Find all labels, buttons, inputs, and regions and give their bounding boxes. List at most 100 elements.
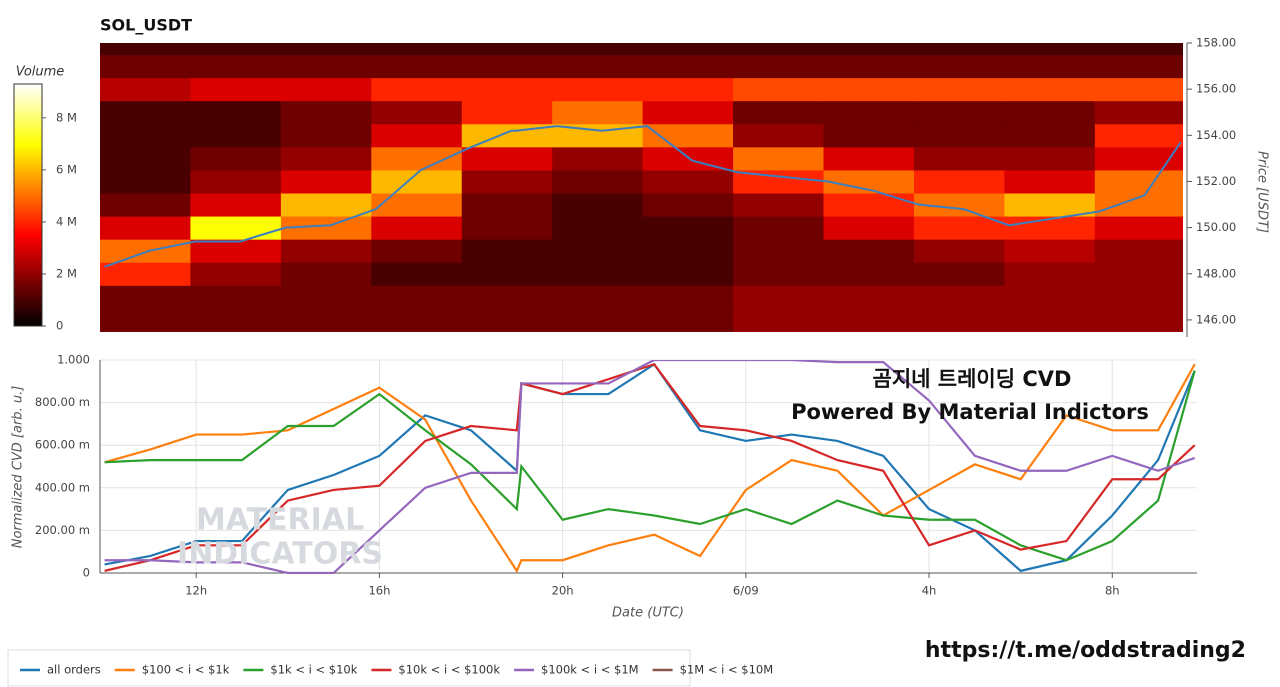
heat-cell bbox=[913, 123, 1005, 148]
heat-cell bbox=[461, 262, 553, 286]
legend: all orders $100 < i < $1k $1k < i < $10k $1… bbox=[20, 663, 773, 677]
heat-cell bbox=[190, 123, 282, 148]
heat-cell bbox=[733, 54, 825, 79]
cvd-line bbox=[104, 370, 1196, 562]
heat-cell bbox=[733, 216, 825, 240]
colorbar-tick-label: 0 bbox=[56, 319, 63, 333]
legend-label: $100 < i < $1k bbox=[142, 663, 230, 677]
heat-cell bbox=[190, 216, 282, 240]
heat-cell bbox=[461, 239, 553, 263]
legend-label: $100k < i < $1M bbox=[541, 663, 639, 677]
heat-cell bbox=[913, 239, 1005, 263]
heat-cell bbox=[823, 100, 915, 125]
heat-cell bbox=[552, 146, 644, 171]
heat-cell bbox=[371, 285, 463, 309]
heat-cell bbox=[190, 100, 282, 125]
watermark: MATERIAL bbox=[196, 503, 364, 538]
heat-cell bbox=[461, 77, 553, 102]
watermark: INDICATORS bbox=[177, 537, 383, 572]
heat-cell bbox=[642, 262, 734, 286]
heat-cell bbox=[733, 123, 825, 148]
heat-cell bbox=[100, 216, 191, 240]
heat-cell bbox=[733, 193, 825, 217]
colorbar-label: Volume bbox=[16, 65, 65, 80]
chart-title: SOL_USDT bbox=[100, 16, 192, 35]
heat-cell bbox=[100, 169, 191, 194]
y2-tick-label: 148.00 bbox=[1196, 266, 1236, 280]
heat-cell bbox=[823, 43, 915, 56]
heat-cell bbox=[461, 54, 553, 79]
heat-cell bbox=[1094, 100, 1183, 125]
y-tick-label: 800.00 m bbox=[35, 395, 90, 409]
annotation: 곰지네 트레이딩 CVD bbox=[873, 367, 1072, 391]
colorbar-tick-label: 2 M bbox=[56, 266, 77, 280]
heat-cell bbox=[280, 54, 372, 79]
heat-cell bbox=[913, 285, 1005, 309]
heat-cell bbox=[280, 239, 372, 263]
heat-cell bbox=[190, 308, 282, 332]
heat-cell bbox=[371, 239, 463, 263]
heat-cell bbox=[823, 239, 915, 263]
heat-cell bbox=[552, 193, 644, 217]
heat-cell bbox=[733, 262, 825, 286]
heat-cell bbox=[1094, 54, 1183, 79]
heat-cell bbox=[552, 239, 644, 263]
legend-label: $1M < i < $10M bbox=[680, 663, 774, 677]
legend-label: $1k < i < $10k bbox=[270, 663, 357, 677]
heat-cell bbox=[190, 43, 282, 56]
heat-cell bbox=[280, 146, 372, 171]
heat-cell bbox=[552, 54, 644, 79]
heat-cell bbox=[1004, 169, 1096, 194]
heat-cell bbox=[100, 100, 191, 125]
heat-cell bbox=[823, 285, 915, 309]
heat-cell bbox=[733, 308, 825, 332]
heat-cell bbox=[733, 146, 825, 171]
y2-tick-label: 146.00 bbox=[1196, 312, 1236, 326]
x-tick-label: 16h bbox=[368, 584, 390, 598]
heat-cell bbox=[733, 285, 825, 309]
heat-cell bbox=[280, 262, 372, 286]
heat-cell bbox=[823, 308, 915, 332]
heat-cell bbox=[1004, 285, 1096, 309]
heat-cell bbox=[1094, 77, 1183, 102]
y-axis-label: Normalized CVD [arb. u.] bbox=[11, 386, 26, 549]
heat-cell bbox=[190, 146, 282, 171]
legend-label: $10k < i < $100k bbox=[398, 663, 500, 677]
heat-cell bbox=[642, 100, 734, 125]
heat-cell bbox=[913, 169, 1005, 194]
heat-cell bbox=[280, 216, 372, 240]
heat-cell bbox=[642, 43, 734, 56]
heat-cell bbox=[280, 77, 372, 102]
price-line bbox=[104, 125, 1182, 268]
heat-cell bbox=[100, 239, 191, 263]
heat-cell bbox=[100, 262, 191, 286]
y2-tick-label: 156.00 bbox=[1196, 82, 1236, 96]
cvd-area: 0 200.00 m 400.00 m 600.00 m 800.00 m 1.000 12… bbox=[35, 353, 1197, 598]
heat-cell bbox=[1094, 239, 1183, 263]
x-axis-label: Date (UTC) bbox=[612, 606, 684, 621]
y2-axis-label: Price [USDT] bbox=[1255, 151, 1270, 233]
cvd-line bbox=[104, 362, 1196, 573]
heat-cell bbox=[1094, 285, 1183, 309]
heat-cell bbox=[100, 77, 191, 102]
heat-cell bbox=[552, 43, 644, 56]
heat-cell bbox=[190, 193, 282, 217]
heat-cell bbox=[733, 100, 825, 125]
legend-label: all orders bbox=[47, 663, 101, 677]
colorbar-tick-label: 4 M bbox=[56, 214, 77, 228]
heat-cell bbox=[1094, 169, 1183, 194]
colorbar-tick-label: 6 M bbox=[56, 162, 77, 176]
heat-cell bbox=[733, 43, 825, 56]
heat-cell bbox=[100, 123, 191, 148]
heat-cell bbox=[1094, 43, 1183, 56]
heat-cell bbox=[371, 308, 463, 332]
heat-cell bbox=[823, 54, 915, 79]
heat-cell bbox=[913, 146, 1005, 171]
heat-cell bbox=[913, 262, 1005, 286]
heat-cell bbox=[371, 146, 463, 171]
heat-cell bbox=[913, 43, 1005, 56]
heat-cell bbox=[280, 123, 372, 148]
heat-cell bbox=[371, 43, 463, 56]
heat-cell bbox=[100, 43, 191, 56]
heat-cell bbox=[1004, 308, 1096, 332]
